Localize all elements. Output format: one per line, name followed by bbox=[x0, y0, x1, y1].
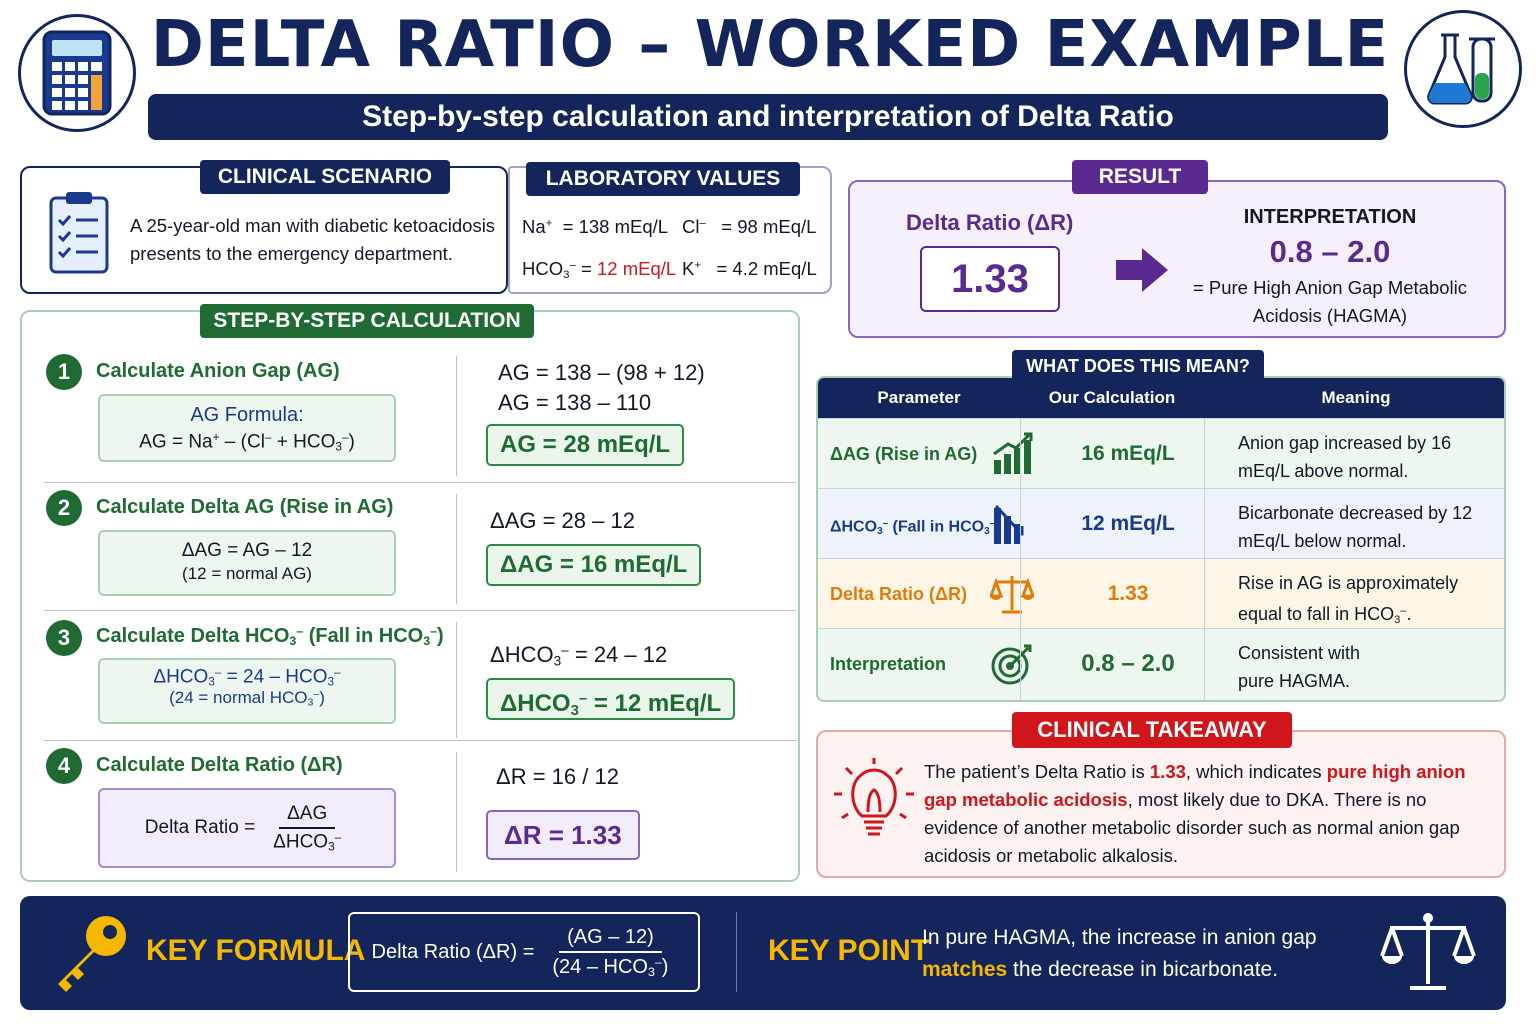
key-point-text: In pure HAGMA, the increase in anion gap… bbox=[922, 926, 1317, 981]
step-2-answer: ΔAG = 16 mEq/L bbox=[486, 544, 702, 586]
table-row: ΔHCO3– (Fall in HCO3–) 12 mEq/L Bicarbon… bbox=[818, 488, 1504, 558]
lab-cl: Cl– = 98 mEq/L bbox=[682, 216, 817, 237]
table-header-meaning: Meaning bbox=[1321, 388, 1391, 407]
key-formula-label: KEY FORMULA bbox=[146, 934, 366, 967]
step-2-title: Calculate Delta AG (Rise in AG) bbox=[96, 496, 394, 518]
result-value: 1.33 bbox=[920, 246, 1060, 312]
step-1-calc-2: AG = 138 – 110 bbox=[498, 390, 652, 415]
interpretation-description: = Pure High Anion Gap Metabolic Acidosis… bbox=[1192, 277, 1468, 326]
flasks-icon bbox=[1404, 10, 1522, 128]
page-title: DELTA RATIO – WORKED EXAMPLE bbox=[150, 8, 1390, 82]
lab-k: K+ = 4.2 mEq/L bbox=[682, 258, 817, 279]
row-parameter: ΔHCO3– (Fall in HCO3–) bbox=[830, 518, 1000, 537]
row-meaning: Rise in AG is approximately equal to fal… bbox=[1238, 573, 1459, 626]
row-parameter: ΔAG (Rise in AG) bbox=[830, 444, 978, 464]
row-calculation: 12 mEq/L bbox=[1081, 512, 1175, 535]
step-by-step-panel: 1 Calculate Anion Gap (AG) AG Formula: A… bbox=[20, 310, 800, 882]
laboratory-values-tag: LABORATORY VALUES bbox=[526, 162, 800, 196]
clinical-takeaway-tag: CLINICAL TAKEAWAY bbox=[1012, 712, 1292, 748]
table-row: Delta Ratio (ΔR) 1.33 Rise in AG is appr… bbox=[818, 558, 1504, 628]
step-1-title: Calculate Anion Gap (AG) bbox=[96, 360, 340, 382]
step-3-calc-1: ΔHCO3– = 24 – 12 bbox=[490, 642, 668, 669]
step-2-calc-1: ΔAG = 28 – 12 bbox=[490, 508, 635, 533]
step-1-number: 1 bbox=[46, 354, 82, 390]
table-row: ΔAG (Rise in AG) 16 mEq/L Anion gap incr… bbox=[818, 418, 1504, 488]
row-calculation: 16 mEq/L bbox=[1081, 442, 1175, 465]
step-4-answer: ΔR = 1.33 bbox=[486, 810, 640, 860]
step-1-formula: AG Formula: AG = Na+ – (Cl– + HCO3–) bbox=[98, 394, 396, 462]
clinical-takeaway-panel: The patient’s Delta Ratio is 1.33, which… bbox=[816, 730, 1506, 878]
table-header-row: Parameter Our Calculation Meaning bbox=[818, 378, 1504, 418]
step-4-calc-1: ΔR = 16 / 12 bbox=[496, 764, 619, 789]
result-label: Delta Ratio (ΔR) bbox=[906, 210, 1074, 235]
bar-chart-falling-icon bbox=[990, 502, 1034, 546]
subtitle-banner: Step-by-step calculation and interpretat… bbox=[148, 94, 1388, 140]
key-formula-box: Delta Ratio (ΔR) = (AG – 12) (24 – HCO3–) bbox=[348, 912, 700, 992]
what-does-this-mean-tag: WHAT DOES THIS MEAN? bbox=[1012, 350, 1264, 382]
bar-chart-rising-icon bbox=[990, 432, 1034, 476]
clinical-scenario-tag: CLINICAL SCENARIO bbox=[200, 160, 450, 194]
arrow-right-icon bbox=[1114, 246, 1170, 299]
step-4-formula: Delta Ratio = ΔAG ΔHCO3– bbox=[98, 788, 396, 868]
key-icon bbox=[48, 910, 134, 1001]
row-parameter: Interpretation bbox=[830, 654, 947, 674]
lightbulb-icon bbox=[830, 754, 918, 851]
step-by-step-tag: STEP-BY-STEP CALCULATION bbox=[200, 304, 534, 338]
step-3-answer: ΔHCO3– = 12 mEq/L bbox=[486, 678, 736, 720]
row-meaning: Bicarbonate decreased by 12 mEq/L below … bbox=[1238, 503, 1473, 551]
row-calculation: 1.33 bbox=[1107, 582, 1149, 605]
target-icon bbox=[990, 642, 1034, 686]
takeaway-text: The patient’s Delta Ratio is 1.33, which… bbox=[924, 761, 1466, 866]
step-1-answer: AG = 28 mEq/L bbox=[486, 424, 685, 466]
interpretation-range: 0.8 – 2.0 bbox=[1269, 234, 1391, 269]
step-4-title: Calculate Delta Ratio (ΔR) bbox=[96, 754, 343, 776]
interpretation-title: INTERPRETATION bbox=[1243, 206, 1417, 228]
step-2-formula: ΔAG = AG – 12 (12 = normal AG) bbox=[98, 530, 396, 596]
row-calculation: 0.8 – 2.0 bbox=[1081, 650, 1175, 677]
row-meaning: Consistent with pure HAGMA. bbox=[1238, 643, 1361, 691]
step-4-number: 4 bbox=[46, 748, 82, 784]
table-row: Interpretation 0.8 – 2.0 Consistent with… bbox=[818, 628, 1504, 700]
row-meaning: Anion gap increased by 16 mEq/L above no… bbox=[1238, 433, 1452, 481]
step-3-title: Calculate Delta HCO3– (Fall in HCO3–) bbox=[96, 624, 444, 648]
balance-scale-icon bbox=[1380, 910, 1476, 1001]
step-3-formula: ΔHCO3– = 24 – HCO3– (24 = normal HCO3–) bbox=[98, 658, 396, 724]
step-1-calc-1: AG = 138 – (98 + 12) bbox=[498, 360, 705, 385]
balance-scale-icon bbox=[988, 572, 1036, 616]
scenario-text: A 25-year-old man with diabetic ketoacid… bbox=[130, 215, 496, 264]
meaning-table: Parameter Our Calculation Meaning ΔAG (R… bbox=[816, 376, 1506, 702]
key-formula-footer: KEY FORMULA Delta Ratio (ΔR) = (AG – 12)… bbox=[20, 896, 1506, 1010]
row-parameter: Delta Ratio (ΔR) bbox=[830, 584, 967, 604]
result-tag: RESULT bbox=[1072, 160, 1208, 194]
calculator-icon bbox=[18, 14, 136, 132]
step-3-number: 3 bbox=[46, 620, 82, 656]
step-2-number: 2 bbox=[46, 490, 82, 526]
result-panel: Delta Ratio (ΔR) 1.33 INTERPRETATION 0.8… bbox=[848, 180, 1506, 338]
lab-hco3: HCO3– = 12 mEq/L bbox=[522, 258, 677, 281]
key-point-label: KEY POINT bbox=[768, 934, 930, 967]
table-header-calculation: Our Calculation bbox=[1048, 388, 1176, 407]
clipboard-checklist-icon bbox=[48, 190, 110, 279]
table-header-parameter: Parameter bbox=[877, 388, 961, 407]
lab-na: Na+ = 138 mEq/L bbox=[522, 216, 669, 237]
